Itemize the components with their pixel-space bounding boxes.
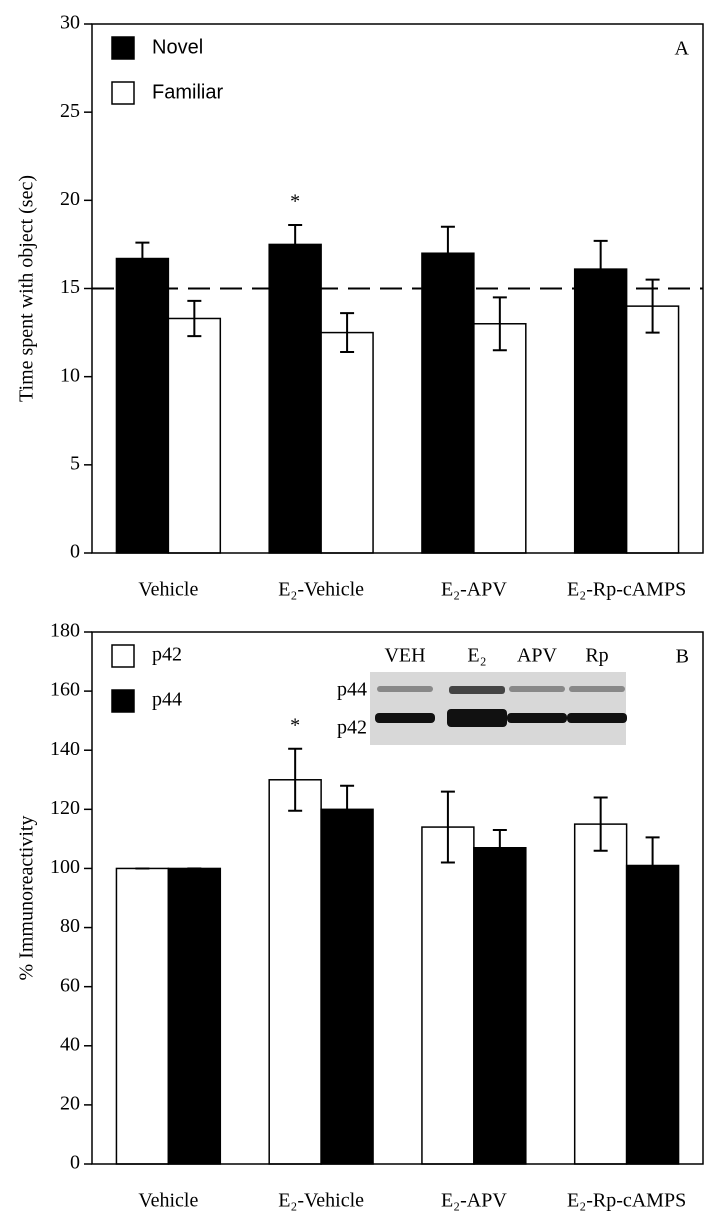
y-tick-label: 0 [70, 1152, 80, 1174]
bar [167, 317, 222, 554]
significance-marker: * [290, 714, 300, 736]
bar [473, 847, 527, 1165]
x-tick-label: E₂-Vehicle [278, 1190, 364, 1212]
bar [421, 252, 475, 554]
bar [625, 864, 680, 1165]
y-tick-label: 10 [60, 364, 80, 386]
panel-label: A [675, 38, 690, 60]
blot-band [567, 713, 627, 723]
legend-label: Familiar [152, 81, 223, 103]
error-bar [645, 836, 660, 866]
error-bar [288, 747, 303, 812]
bar [473, 323, 527, 554]
x-tick-label: Vehicle [138, 1190, 198, 1212]
bar [268, 243, 322, 554]
error-bar [440, 790, 455, 864]
blot-band-label: p44 [337, 679, 367, 701]
significance-marker: * [290, 191, 300, 213]
blot-band [507, 713, 567, 723]
bar [115, 867, 170, 1165]
bar [320, 808, 374, 1165]
blot-lane-label: Rp [585, 645, 608, 667]
legend-swatch [111, 689, 135, 713]
y-axis-title: Time spent with object (sec) [16, 175, 38, 402]
panel-label: B [676, 646, 689, 668]
y-tick-label: 20 [60, 188, 80, 210]
plot-frame [91, 631, 704, 1165]
error-bar [340, 784, 355, 810]
x-tick-label: E₂-Rp-cAMPS [567, 1190, 686, 1212]
bar [421, 826, 475, 1165]
blot-lane-label: VEH [384, 645, 425, 667]
y-tick-label: 15 [60, 276, 80, 298]
blot-band [377, 686, 433, 692]
y-tick-label: 20 [60, 1092, 80, 1114]
bar [625, 305, 680, 554]
y-axis-title: % Immunoreactivity [16, 816, 38, 981]
y-tick-label: 160 [50, 679, 80, 701]
y-tick-label: 30 [60, 12, 80, 34]
bar [268, 779, 322, 1165]
error-bar [645, 278, 660, 334]
error-bar [440, 225, 455, 254]
legend-label: p44 [152, 689, 182, 711]
legend-label: p42 [152, 644, 182, 666]
blot-band [569, 686, 625, 692]
y-tick-label: 180 [50, 620, 80, 642]
bar [167, 867, 222, 1165]
error-bar [135, 241, 150, 259]
bar [573, 268, 628, 554]
y-tick-label: 60 [60, 974, 80, 996]
blot-band [509, 686, 565, 692]
y-tick-label: 25 [60, 100, 80, 122]
legend-swatch [111, 81, 135, 105]
y-tick-label: 40 [60, 1033, 80, 1055]
error-bar [340, 312, 355, 353]
y-tick-label: 0 [70, 541, 80, 563]
bar [573, 823, 628, 1165]
legend-swatch [111, 36, 135, 60]
blot-band-label: p42 [337, 717, 367, 739]
error-bar [288, 224, 303, 245]
blot-lane-label: APV [517, 645, 558, 667]
blot-band [375, 713, 435, 723]
x-tick-label: E₂-Vehicle [278, 579, 364, 601]
bar [320, 331, 374, 554]
error-bar [492, 296, 507, 352]
error-bar [593, 796, 608, 852]
y-tick-label: 120 [50, 797, 80, 819]
y-tick-label: 100 [50, 856, 80, 878]
error-bar [593, 239, 608, 270]
x-tick-label: Vehicle [138, 579, 198, 601]
bar [115, 257, 170, 554]
x-tick-label: E₂-Rp-cAMPS [567, 579, 686, 601]
blot-band [447, 709, 507, 727]
blot-band [449, 686, 505, 694]
x-tick-label: E₂-APV [441, 1190, 507, 1212]
error-bar [492, 829, 507, 848]
y-tick-label: 5 [70, 452, 80, 474]
blot-lane-label: E₂ [467, 645, 486, 667]
plot-frame [91, 23, 704, 554]
legend-label: Novel [152, 36, 203, 58]
y-tick-label: 140 [50, 738, 80, 760]
legend-swatch [111, 644, 135, 668]
error-bar [187, 299, 202, 338]
y-tick-label: 80 [60, 915, 80, 937]
x-tick-label: E₂-APV [441, 579, 507, 601]
blot-background [370, 672, 626, 745]
